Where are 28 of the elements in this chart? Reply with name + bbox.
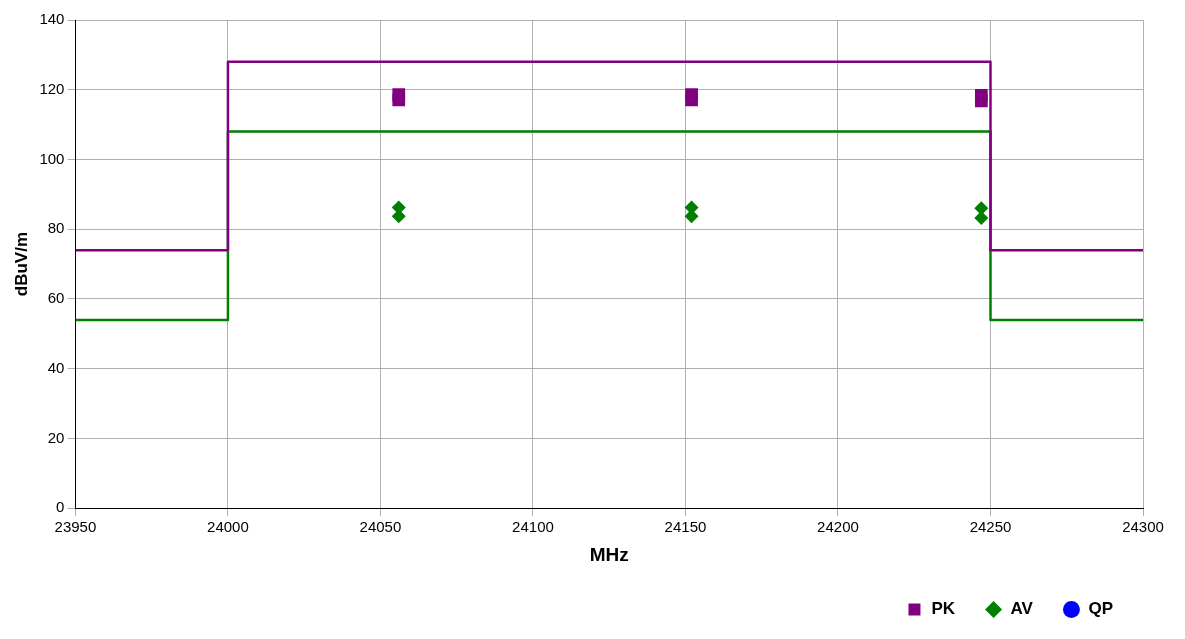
x-tick-label: 24250 <box>969 518 1012 536</box>
legend-label: AV <box>1010 599 1034 619</box>
point <box>684 209 699 224</box>
y-tick-label: 0 <box>56 498 65 516</box>
y-tick-label: 140 <box>39 10 65 28</box>
y-tick-label: 20 <box>47 428 65 446</box>
point <box>685 93 698 107</box>
x-tick-label: 24100 <box>512 518 554 536</box>
x-axis-title: MHz <box>589 543 629 565</box>
point <box>974 94 988 108</box>
point <box>974 211 989 226</box>
x-tick-label: 23950 <box>54 518 97 536</box>
legend-label: QP <box>1088 599 1113 619</box>
y-axis-title: dBuV/m <box>11 231 31 297</box>
y-tick-label: 60 <box>47 289 65 307</box>
point <box>391 209 406 224</box>
legend-label: PK <box>931 599 956 619</box>
y-tick-label: 100 <box>39 149 65 167</box>
x-tick-label: 24150 <box>664 518 707 536</box>
y-tick-label: 80 <box>47 219 65 237</box>
y-tick-label: 120 <box>39 79 65 97</box>
x-tick-label: 24200 <box>817 518 859 536</box>
x-tick-label: 24050 <box>359 518 402 536</box>
y-tick-label: 40 <box>47 358 65 376</box>
x-tick-label: 24300 <box>1122 518 1164 536</box>
point <box>392 93 406 107</box>
x-tick-label: 24000 <box>207 518 249 536</box>
point <box>974 201 989 216</box>
